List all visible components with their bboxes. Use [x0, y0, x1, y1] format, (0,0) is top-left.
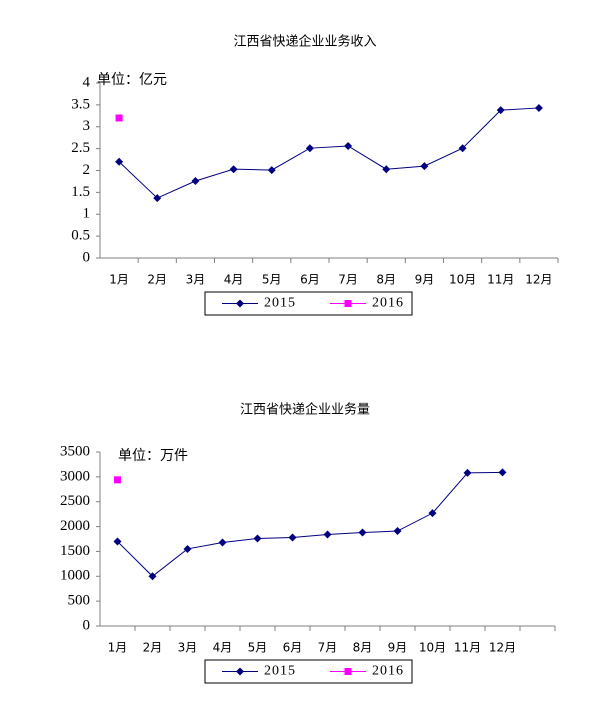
y-tick-label: 0: [83, 617, 91, 633]
data-point: [229, 165, 238, 174]
x-tick-label: 4月: [213, 641, 233, 655]
x-tick-label: 11月: [487, 273, 514, 287]
legend: [204, 659, 413, 684]
data-point: [358, 528, 367, 537]
x-tick-label: 1月: [108, 641, 128, 655]
data-point: [498, 468, 507, 477]
y-tick-label: 2000: [60, 518, 90, 534]
data-point: [305, 144, 314, 153]
y-tick-label: 1000: [60, 568, 90, 584]
data-point: [148, 572, 157, 581]
x-tick-label: 12月: [525, 273, 552, 287]
y-tick-label: 3: [83, 118, 91, 134]
x-tick-label: 8月: [353, 641, 373, 655]
y-tick-label: 4: [83, 74, 91, 90]
y-tick-label: 3000: [60, 468, 90, 484]
x-tick-label: 11月: [454, 641, 481, 655]
x-tick-label: 1月: [109, 273, 129, 287]
x-tick-label: 7月: [338, 273, 358, 287]
y-tick-label: 2500: [60, 493, 90, 509]
chart-title: 江西省快递企业业务收入: [233, 34, 376, 50]
unit-annotation: 单位：万件: [118, 448, 188, 464]
x-tick-label: 3月: [186, 273, 206, 287]
data-point: [115, 114, 123, 122]
y-tick-label: 1500: [60, 543, 90, 559]
data-point: [534, 103, 543, 112]
data-point: [153, 194, 162, 203]
x-tick-label: 7月: [318, 641, 338, 655]
data-point: [382, 165, 391, 174]
unit-annotation: 单位：亿元: [97, 72, 167, 88]
series-line: [117, 471, 503, 577]
y-tick-label: 1: [83, 206, 91, 222]
y-tick-label: 0.5: [71, 228, 90, 244]
y-tick-label: 2.5: [71, 140, 90, 156]
y-tick-label: 3.5: [71, 96, 90, 112]
legend-marker: [344, 300, 352, 307]
x-tick-label: 12月: [489, 641, 516, 655]
x-tick-label: 6月: [300, 273, 320, 287]
data-point: [267, 166, 276, 175]
x-tick-label: 9月: [415, 273, 435, 287]
x-tick-label: 3月: [178, 641, 198, 655]
data-point: [344, 142, 353, 150]
data-point: [183, 544, 192, 553]
data-point: [496, 106, 505, 115]
data-point: [191, 177, 200, 185]
x-tick-label: 10月: [419, 641, 446, 655]
x-tick-label: 2月: [147, 273, 167, 287]
x-tick-label: 5月: [248, 641, 268, 655]
data-point: [458, 144, 467, 153]
legend-marker: [236, 299, 244, 308]
data-point: [114, 476, 121, 484]
data-point: [288, 533, 297, 542]
y-tick-label: 3500: [60, 443, 90, 459]
legend-label: 2016: [372, 296, 404, 311]
x-tick-label: 9月: [388, 641, 408, 655]
legend-marker: [236, 667, 244, 676]
x-tick-label: 2月: [143, 641, 163, 655]
data-point: [393, 527, 402, 536]
legend-marker: [344, 668, 352, 675]
x-tick-label: 4月: [224, 273, 244, 287]
data-point: [113, 537, 122, 546]
legend-label: 2015: [264, 296, 296, 311]
data-point: [463, 468, 472, 477]
x-tick-label: 6月: [283, 641, 303, 655]
y-tick-label: 0: [83, 249, 91, 265]
y-tick-label: 2: [83, 162, 91, 178]
x-tick-label: 10月: [449, 273, 476, 287]
legend-label: 2016: [372, 664, 404, 679]
x-tick-label: 5月: [262, 273, 282, 287]
series-line: [118, 107, 539, 199]
legend-label: 2015: [264, 664, 296, 679]
data-point: [323, 530, 332, 539]
y-tick-label: 500: [68, 593, 91, 609]
chart-title: 江西省快递企业业务量: [240, 402, 370, 418]
data-point: [115, 157, 124, 166]
data-point: [428, 509, 437, 518]
y-tick-label: 1.5: [71, 184, 90, 200]
legend: [204, 291, 413, 316]
data-point: [218, 538, 227, 547]
data-point: [420, 162, 429, 171]
data-point: [253, 534, 262, 543]
x-tick-label: 8月: [376, 273, 396, 287]
